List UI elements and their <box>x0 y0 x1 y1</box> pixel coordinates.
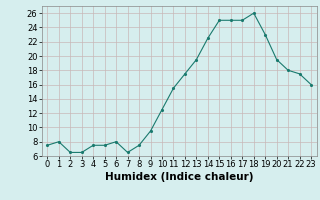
X-axis label: Humidex (Indice chaleur): Humidex (Indice chaleur) <box>105 172 253 182</box>
